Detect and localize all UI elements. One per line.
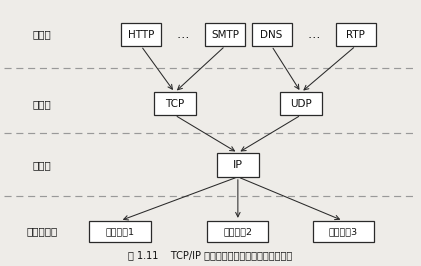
- Text: 网络接口层: 网络接口层: [27, 226, 58, 236]
- Bar: [280, 93, 322, 115]
- Bar: [217, 153, 259, 177]
- Text: …: …: [177, 28, 189, 41]
- Text: UDP: UDP: [290, 99, 312, 109]
- Text: HTTP: HTTP: [128, 30, 154, 40]
- Text: 网际层: 网际层: [33, 160, 51, 170]
- Bar: [89, 221, 151, 242]
- Text: DNS: DNS: [260, 30, 283, 40]
- Text: 网络接口2: 网络接口2: [224, 227, 252, 236]
- Bar: [336, 23, 376, 46]
- Bar: [252, 23, 292, 46]
- Bar: [207, 221, 269, 242]
- Bar: [312, 221, 374, 242]
- Bar: [205, 23, 245, 46]
- Text: SMTP: SMTP: [211, 30, 239, 40]
- Text: TCP: TCP: [165, 99, 184, 109]
- Bar: [121, 23, 161, 46]
- Text: 图 1.11    TCP/IP 模型的层次结构及各层的主要协议: 图 1.11 TCP/IP 模型的层次结构及各层的主要协议: [128, 250, 293, 260]
- Text: 应用层: 应用层: [33, 30, 51, 40]
- Text: 网络接口3: 网络接口3: [328, 227, 358, 236]
- Text: IP: IP: [233, 160, 243, 170]
- Bar: [154, 93, 196, 115]
- Text: 传输层: 传输层: [33, 99, 51, 109]
- Text: 网络接口1: 网络接口1: [106, 227, 134, 236]
- Text: RTP: RTP: [346, 30, 365, 40]
- Text: …: …: [307, 28, 320, 41]
